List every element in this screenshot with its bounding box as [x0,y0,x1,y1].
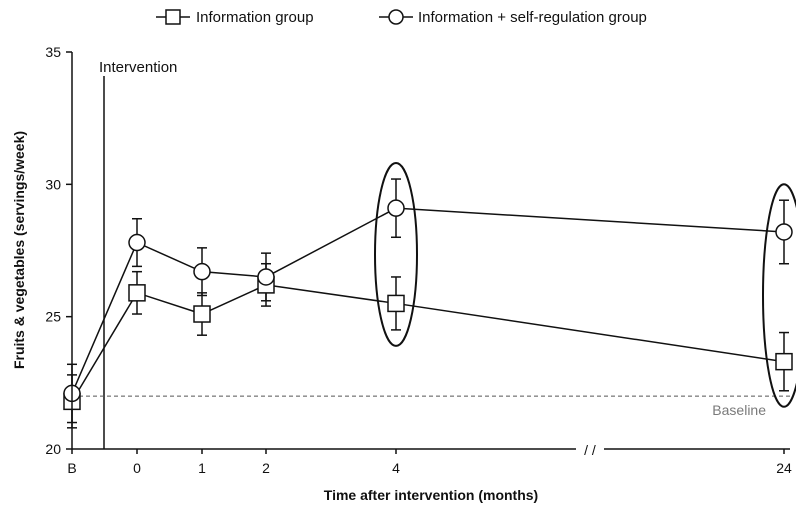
y-axis-title: Fruits & vegetables (servings/week) [11,131,27,369]
y-tick-label: 20 [45,441,61,457]
x-tick-label: 4 [392,460,400,476]
highlight-ellipse [374,162,418,347]
baseline-label: Baseline [712,402,766,418]
legend: Information group Information + self-reg… [156,9,647,26]
data-point-circle [257,268,275,286]
legend-label-self-regulation: Information + self-regulation group [418,9,647,26]
data-point-circle [775,223,793,241]
data-point-circle [193,262,211,281]
series-line-square [71,284,785,402]
y-tick-label: 25 [45,309,61,325]
x-tick-label: 0 [133,460,141,476]
axes-layer: / / [71,52,790,458]
y-tick-label: 30 [45,176,61,192]
data-point-circle [387,199,405,217]
x-axis-break-label: / / [584,442,596,458]
annotation-layer [72,76,796,449]
x-tick-label: 1 [198,460,206,476]
marker-layer [63,199,793,411]
x-tick-label: B [67,460,76,476]
data-point-square [775,352,793,371]
data-point-circle [128,233,146,252]
data-point-square [193,305,211,323]
series-line-circle [71,207,785,394]
x-tick-label: 2 [262,460,270,476]
legend-label-information: Information group [196,9,314,26]
highlight-ellipse [762,183,796,408]
data-point-square [387,294,405,313]
intervention-label: Intervention [99,59,177,76]
x-tick-label: 24 [776,460,792,476]
error-bar-layer [67,178,789,429]
x-axis-title: Time after intervention (months) [324,487,538,503]
series-line-layer [71,207,785,402]
legend-circle-marker-icon [388,9,404,25]
y-tick-label: 35 [45,44,61,60]
legend-square-marker-icon [165,9,181,25]
data-point-square [128,284,146,302]
